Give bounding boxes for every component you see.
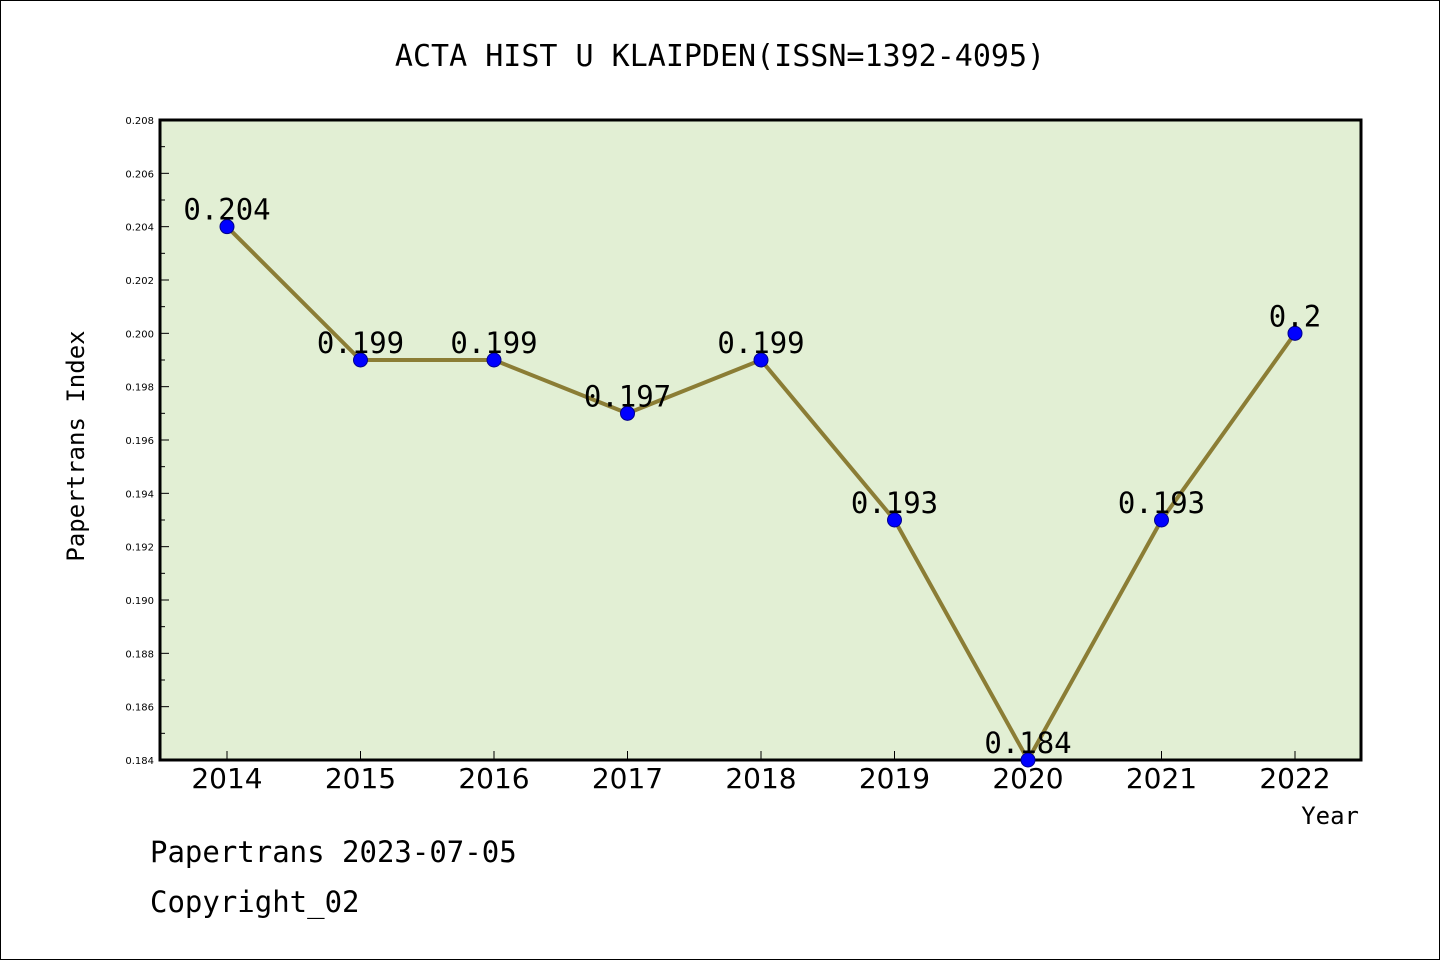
data-label: 0.2 (1269, 299, 1321, 333)
y-tick-label: 0.192 (125, 543, 154, 554)
data-point (219, 219, 235, 235)
x-tick-label: 2017 (592, 762, 663, 795)
chart-title: ACTA HIST U KLAIPDEN(ISSN=1392-4095) (395, 39, 1045, 74)
y-tick-label: 0.200 (125, 329, 154, 340)
y-tick-label: 0.198 (125, 383, 154, 394)
data-label: 0.197 (584, 379, 671, 413)
data-point (620, 405, 635, 421)
plot-area (158, 118, 1363, 762)
data-label: 0.193 (851, 486, 938, 520)
data-point (1287, 325, 1303, 341)
data-label: 0.184 (984, 726, 1071, 760)
y-axis-label: Papertrans Index (62, 330, 90, 561)
y-tick-label: 0.194 (125, 489, 154, 500)
data-point (887, 512, 902, 528)
data-point (486, 352, 502, 368)
x-tick-label: 2015 (325, 762, 396, 795)
x-tick-label: 2018 (725, 762, 796, 795)
y-tick-label: 0.196 (125, 436, 154, 447)
x-tick-label: 2022 (1259, 762, 1330, 795)
y-tick-label: 0.186 (125, 703, 154, 714)
y-tick-label: 0.206 (125, 169, 154, 180)
data-label: 0.204 (183, 193, 270, 227)
data-point (753, 352, 769, 368)
x-axis-label: Year (1301, 802, 1359, 830)
data-point (1020, 752, 1036, 768)
y-axis: 0.184 0.186 0.188 0.190 0.192 0.194 0.196 0.198… (125, 116, 169, 767)
x-tick-label: 2019 (859, 762, 930, 795)
y-tick-label: 0.208 (125, 116, 154, 127)
footer-date: Papertrans 2023-07-05 (150, 835, 517, 869)
y-tick-label: 0.188 (125, 649, 154, 660)
x-tick-label: 2021 (1126, 762, 1197, 795)
x-axis: 2014 2015 2016 2017 2018 2019 2020 2021 2022 (191, 751, 1331, 795)
footer-copyright: Copyright_02 (150, 885, 360, 919)
data-label: 0.199 (717, 326, 804, 360)
x-tick-label: 2014 (191, 762, 262, 795)
data-label: 0.199 (317, 326, 404, 360)
y-tick-label: 0.190 (125, 596, 154, 607)
series: 0.204 0.199 0.199 0.197 0.199 0.193 0.184 0.193… (183, 193, 1321, 768)
data-point (353, 352, 368, 368)
y-tick-label: 0.202 (125, 276, 154, 287)
data-label: 0.199 (450, 326, 537, 360)
data-point (1154, 512, 1169, 528)
data-label: 0.193 (1118, 486, 1205, 520)
y-tick-label: 0.184 (125, 756, 154, 767)
y-tick-label: 0.204 (125, 223, 154, 234)
x-tick-label: 2016 (458, 762, 529, 795)
